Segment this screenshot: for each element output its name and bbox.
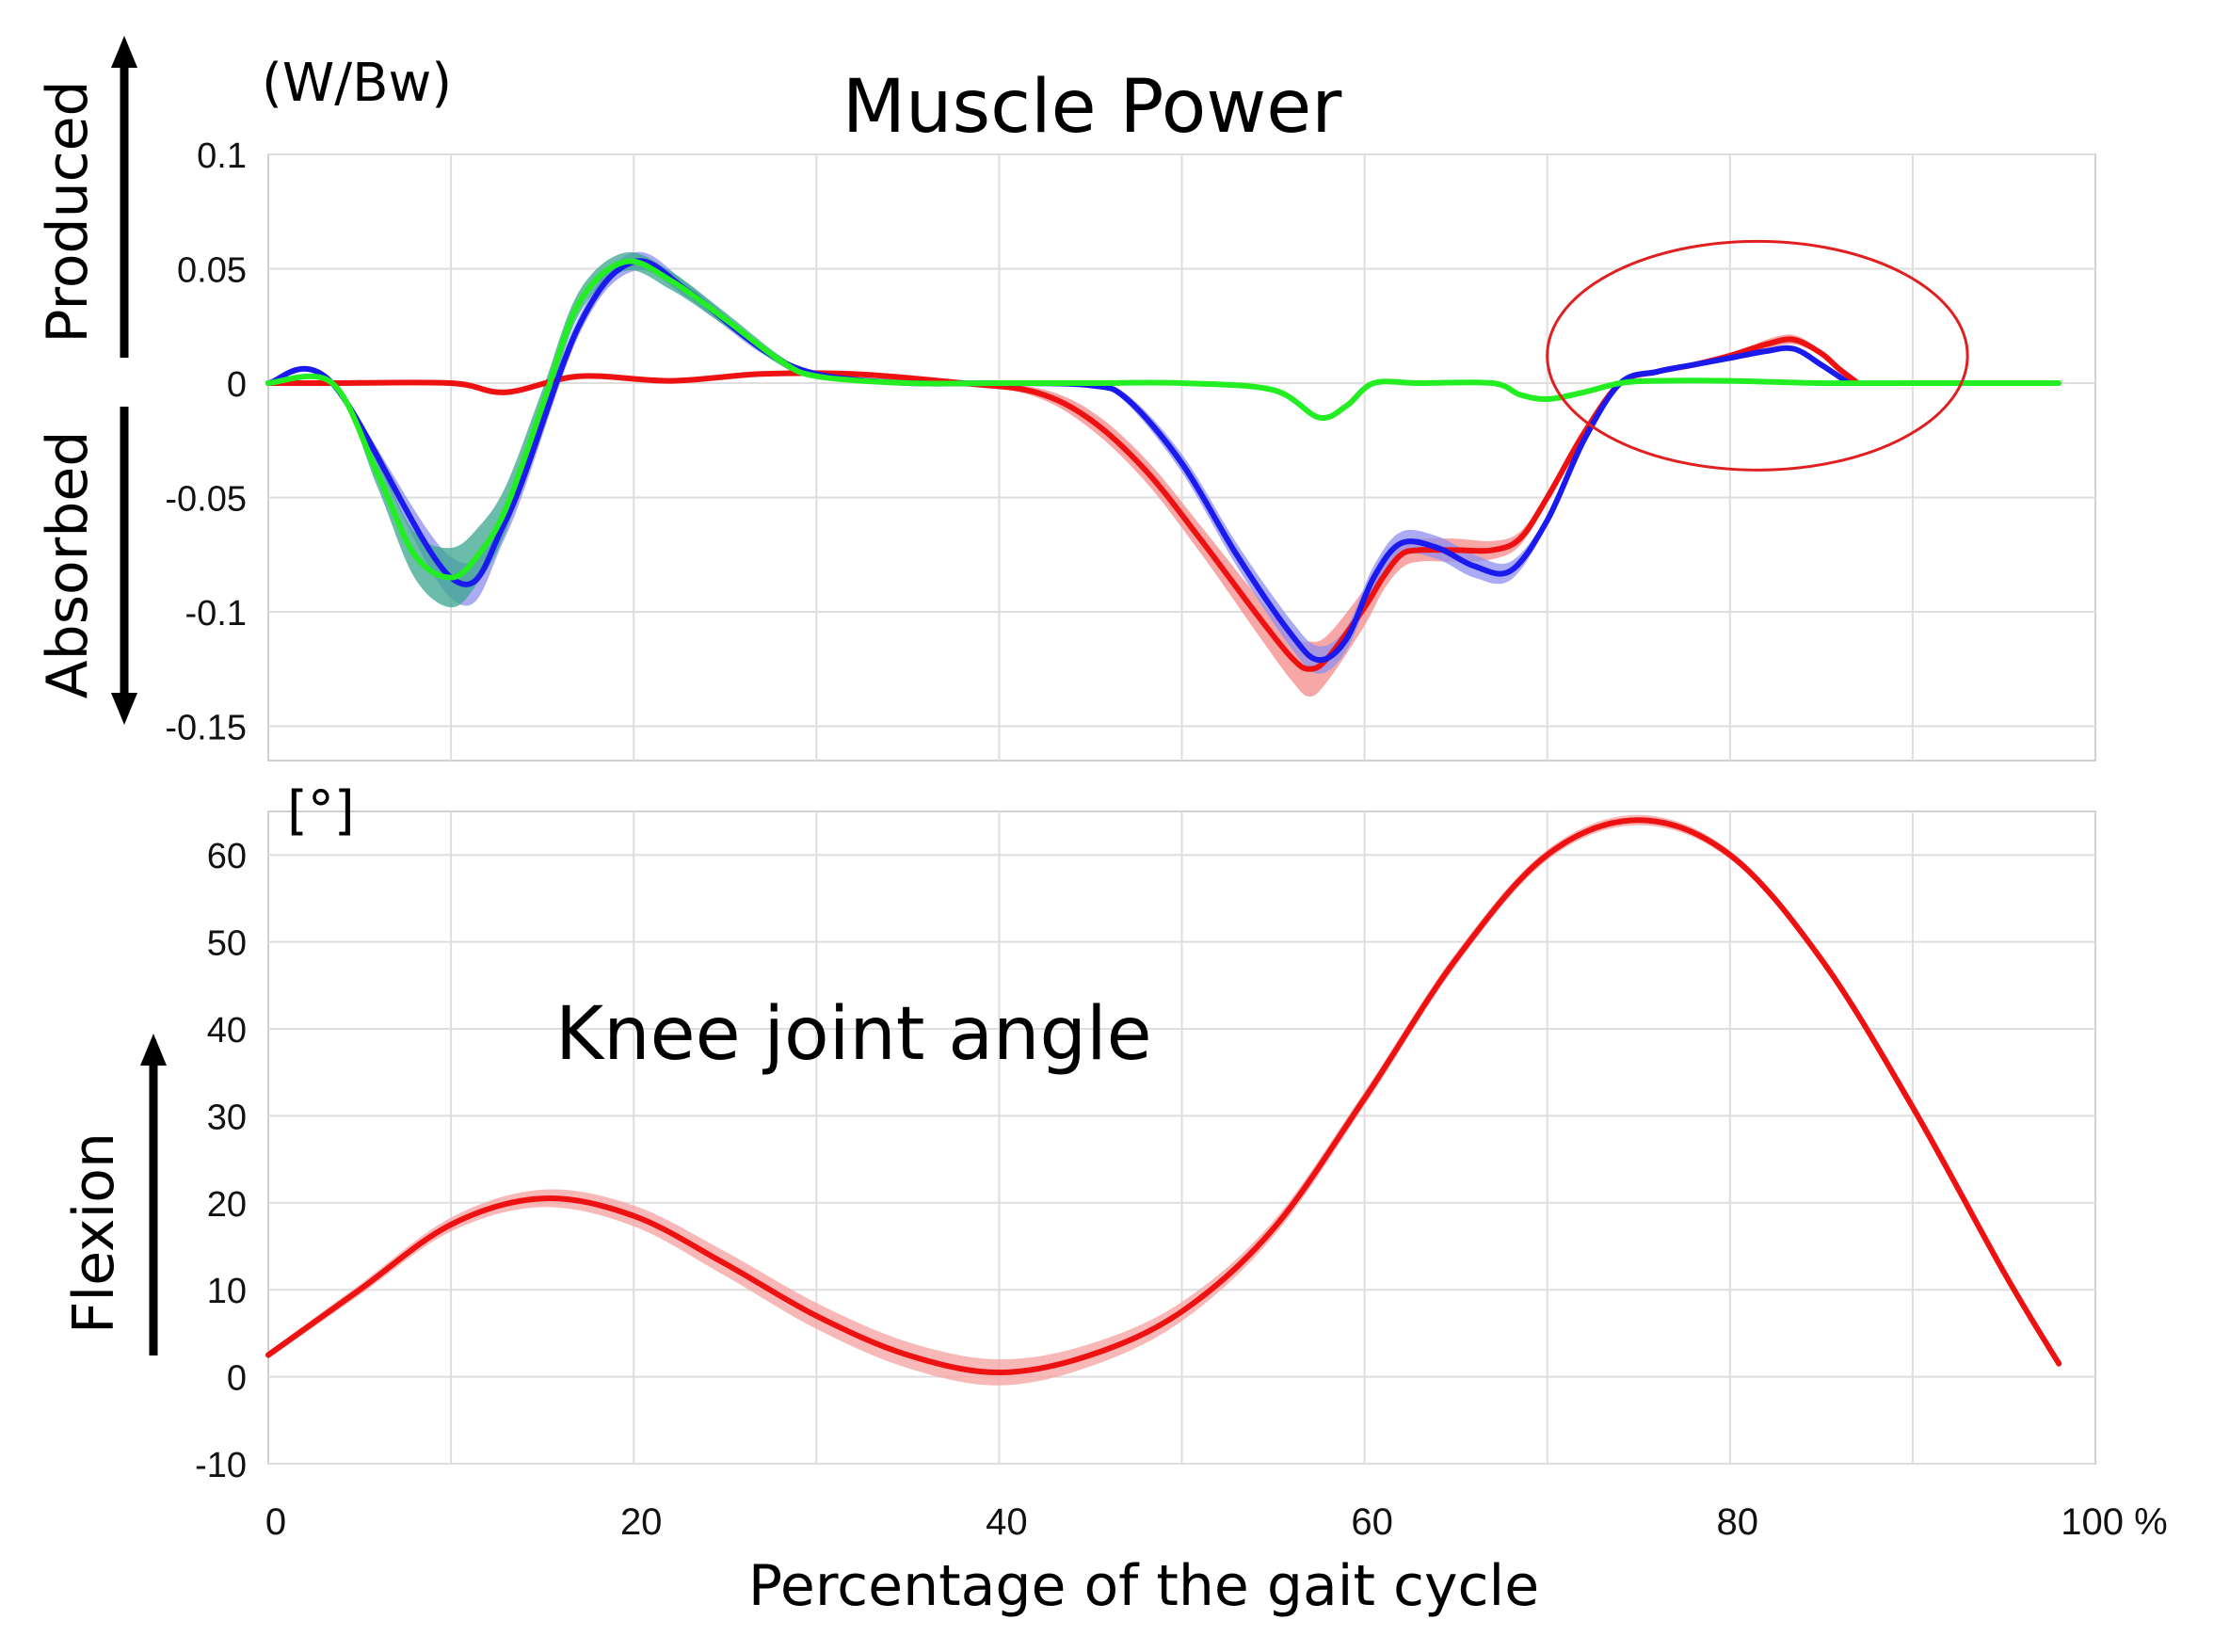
power-line-blue (265, 258, 1852, 664)
absorbed-label: Absorbed (35, 431, 101, 699)
y-tick-label: 10 (207, 1272, 247, 1311)
knee-band-knee-angle (268, 814, 2060, 1386)
power-unit-label: (W/Bw) (262, 53, 452, 114)
y-tick-label: 20 (207, 1185, 247, 1225)
x-tick-label: 80 (1717, 1501, 1759, 1543)
y-tick-label: 0 (227, 365, 247, 405)
x-tick-label: 60 (1351, 1501, 1393, 1543)
y-tick-label: -0.1 (185, 594, 247, 634)
knee-panel: 60 50 40 30 20 10 0 -10 0 20 40 60 80 100 % Knee joi… (61, 780, 2168, 1619)
y-tick-label: 60 (207, 837, 247, 876)
knee-lines (265, 817, 2062, 1375)
power-y-ticks: 0.1 0.05 0 -0.05 -0.1 -0.15 (165, 136, 247, 748)
y-tick-label: 0 (227, 1359, 247, 1399)
highlight-ellipse (1546, 239, 1969, 472)
knee-title: Knee joint angle (555, 992, 1152, 1077)
x-tick-label: 20 (620, 1501, 663, 1543)
knee-unit-label: [°] (287, 780, 355, 842)
knee-x-ticks: 0 20 40 60 80 100 % (265, 1501, 2168, 1543)
x-tick-label: 0 (265, 1501, 286, 1543)
y-tick-label: 50 (207, 924, 247, 964)
power-panel: 0.1 0.05 0 -0.05 -0.1 -0.15 Muscle Power (W/B… (35, 36, 2096, 762)
y-tick-label: 0.1 (197, 136, 247, 176)
x-tick-label: 100 % (2061, 1501, 2167, 1543)
x-tick-label: 40 (986, 1501, 1028, 1543)
knee-grid (268, 811, 2095, 1465)
flexion-label: Flexion (61, 1132, 127, 1334)
x-axis-label: Percentage of the gait cycle (748, 1553, 1539, 1619)
y-tick-label: -0.05 (165, 480, 247, 520)
power-lines (265, 258, 2062, 672)
power-grid (268, 153, 2095, 761)
power-title: Muscle Power (842, 65, 1342, 150)
y-tick-label: -0.15 (165, 709, 247, 748)
knee-y-ticks: 60 50 40 30 20 10 0 -10 (195, 837, 247, 1485)
y-tick-label: 40 (207, 1011, 247, 1051)
power-band-red (268, 334, 1858, 697)
produced-label: Produced (35, 80, 101, 343)
y-tick-label: -10 (195, 1446, 247, 1485)
y-tick-label: 30 (207, 1098, 247, 1137)
y-tick-label: 0.05 (177, 251, 247, 291)
power-line-green (265, 258, 2062, 581)
absorbed-arrow-icon (111, 407, 137, 725)
knee-line-knee-angle (265, 817, 2062, 1375)
knee-bands (268, 814, 2060, 1386)
produced-arrow-icon (111, 36, 137, 358)
flexion-arrow-icon (140, 1034, 167, 1355)
